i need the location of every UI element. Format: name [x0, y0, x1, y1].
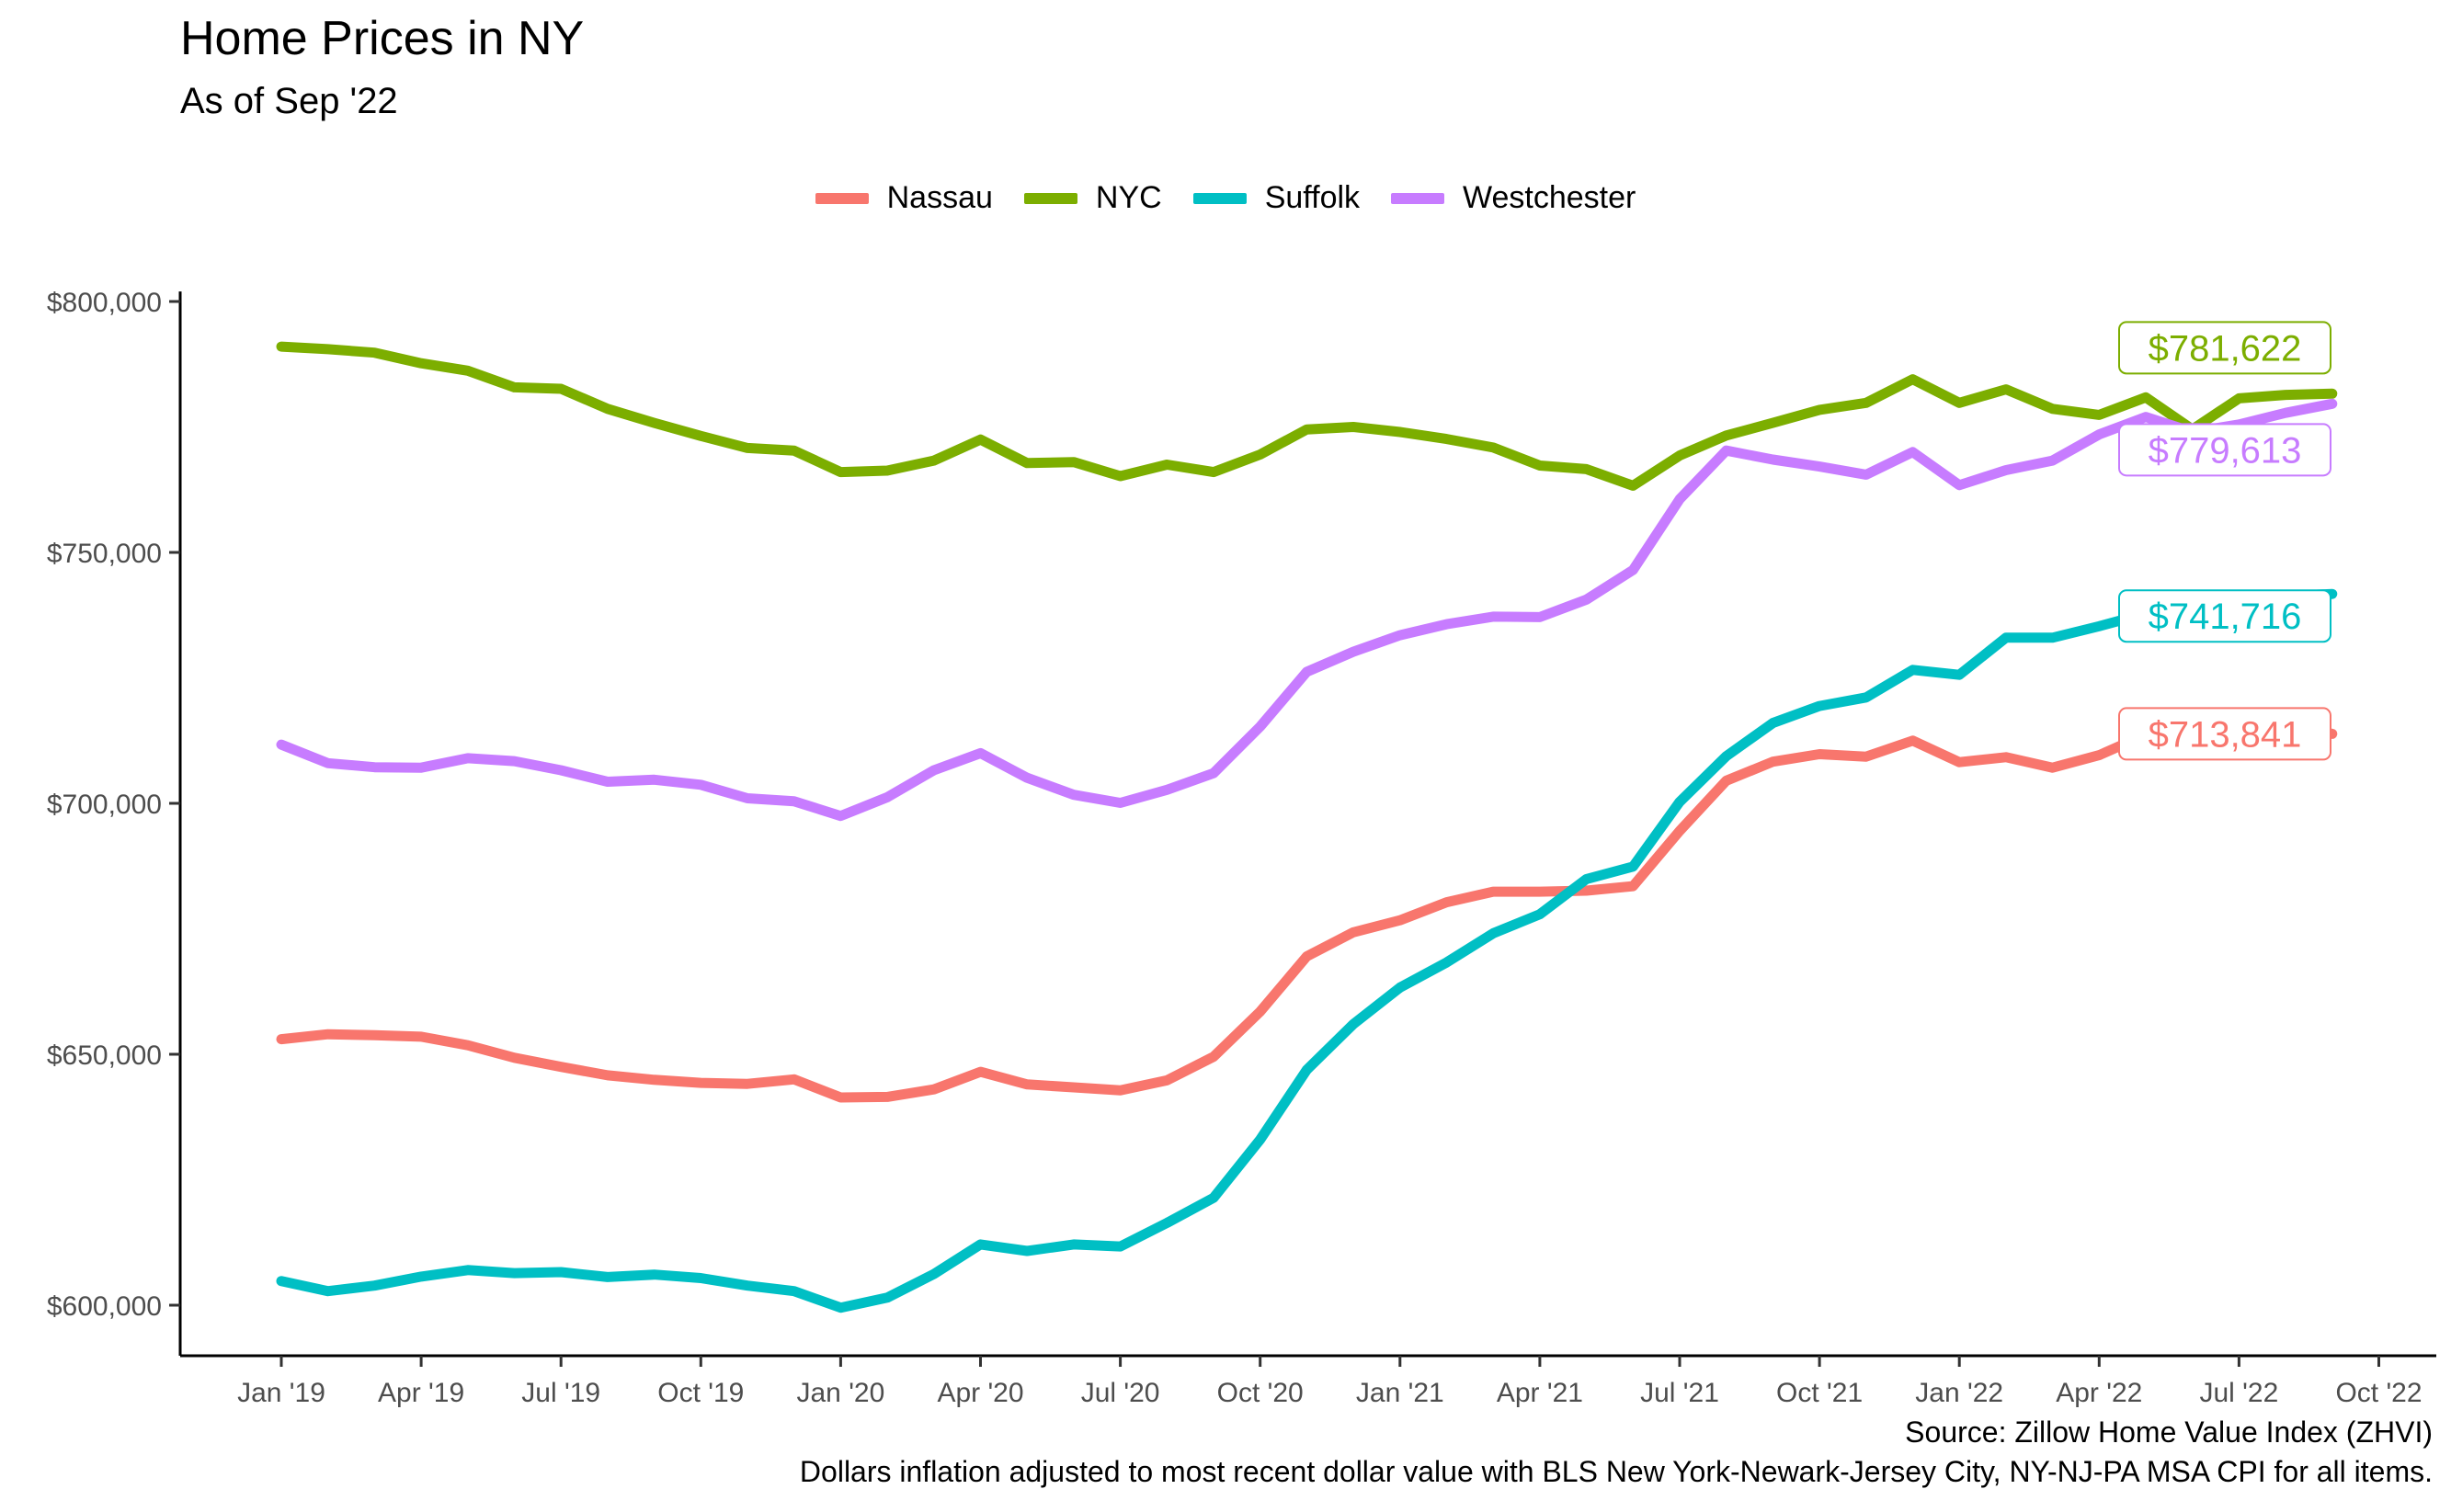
- end-label-suffolk: $741,716: [2118, 589, 2331, 643]
- x-tick-label: Jan '22: [1915, 1378, 2003, 1408]
- end-label-box: [2118, 321, 2331, 375]
- chart-subtitle: As of Sep '22: [180, 81, 398, 121]
- legend-label: Nassau: [886, 180, 993, 215]
- legend-label: Suffolk: [1264, 180, 1361, 215]
- legend-item-suffolk: Suffolk: [1192, 180, 1361, 216]
- end-label-text: $741,716: [2149, 597, 2302, 637]
- x-tick-label: Oct '20: [1217, 1378, 1304, 1408]
- x-tick-label: Apr '20: [937, 1378, 1023, 1408]
- legend-key: [1192, 192, 1247, 204]
- axes-layer: $600,000 $650,000 $700,000 $750,000 $800,000…: [47, 288, 2436, 1408]
- series-line-nassau: [276, 720, 2338, 1103]
- y-tick-label: $800,000: [47, 288, 162, 318]
- end-label-nassau: $713,841: [2118, 707, 2331, 761]
- legend-key: [815, 192, 869, 204]
- series-line-nyc: [276, 341, 2338, 491]
- legend-label: NYC: [1095, 180, 1162, 215]
- x-tick-label: Oct '21: [1776, 1378, 1863, 1408]
- end-label-box: [2118, 589, 2331, 643]
- x-tick-label: Jul '22: [2200, 1378, 2279, 1408]
- legend-item-nassau: Nassau: [815, 180, 993, 216]
- y-tick-label: $700,000: [47, 790, 162, 820]
- legend-key: [1391, 192, 1445, 204]
- y-tick-label: $650,000: [47, 1040, 162, 1071]
- source-caption: Source: Zillow Home Value Index (ZHVI): [1905, 1415, 2433, 1449]
- x-tick-label: Jul '19: [521, 1378, 600, 1408]
- x-tick-label: Jul '21: [1640, 1378, 1719, 1408]
- x-tick-label: Oct '19: [657, 1378, 744, 1408]
- legend-item-westchester: Westchester: [1391, 180, 1636, 216]
- series-line-suffolk: [276, 588, 2338, 1313]
- x-tick-label: Jan '21: [1356, 1378, 1444, 1408]
- end-label-text: $781,622: [2149, 328, 2302, 369]
- x-tick-label: Jul '20: [1081, 1378, 1160, 1408]
- end-label-box: [2118, 423, 2331, 477]
- series-line-westchester: [276, 398, 2338, 822]
- chart-legend: Nassau NYC Suffolk Westchester: [0, 180, 2451, 216]
- legend-label: Westchester: [1463, 180, 1636, 215]
- x-tick-label: Jan '19: [237, 1378, 325, 1408]
- y-tick-label: $750,000: [47, 539, 162, 569]
- x-tick-label: Apr '19: [378, 1378, 464, 1408]
- end-label-text: $713,841: [2149, 714, 2302, 755]
- chart-title: Home Prices in NY: [180, 12, 585, 65]
- end-label-westchester: $779,613: [2118, 423, 2331, 477]
- legend-item-nyc: NYC: [1023, 180, 1162, 216]
- x-tick-label: Apr '22: [2056, 1378, 2142, 1408]
- y-tick-label: $600,000: [47, 1291, 162, 1322]
- x-tick-label: Jan '20: [796, 1378, 884, 1408]
- inflation-note: Dollars inflation adjusted to most recen…: [799, 1455, 2433, 1488]
- end-labels-layer: $713,841 $781,622 $741,716 $779,613: [2118, 321, 2331, 761]
- legend-key: [1023, 192, 1077, 204]
- x-tick-label: Oct '22: [2335, 1378, 2422, 1408]
- x-tick-label: Apr '21: [1497, 1378, 1583, 1408]
- end-label-nyc: $781,622: [2118, 321, 2331, 375]
- end-label-text: $779,613: [2149, 430, 2302, 471]
- series-lines-layer: [276, 341, 2338, 1313]
- end-label-box: [2118, 707, 2331, 761]
